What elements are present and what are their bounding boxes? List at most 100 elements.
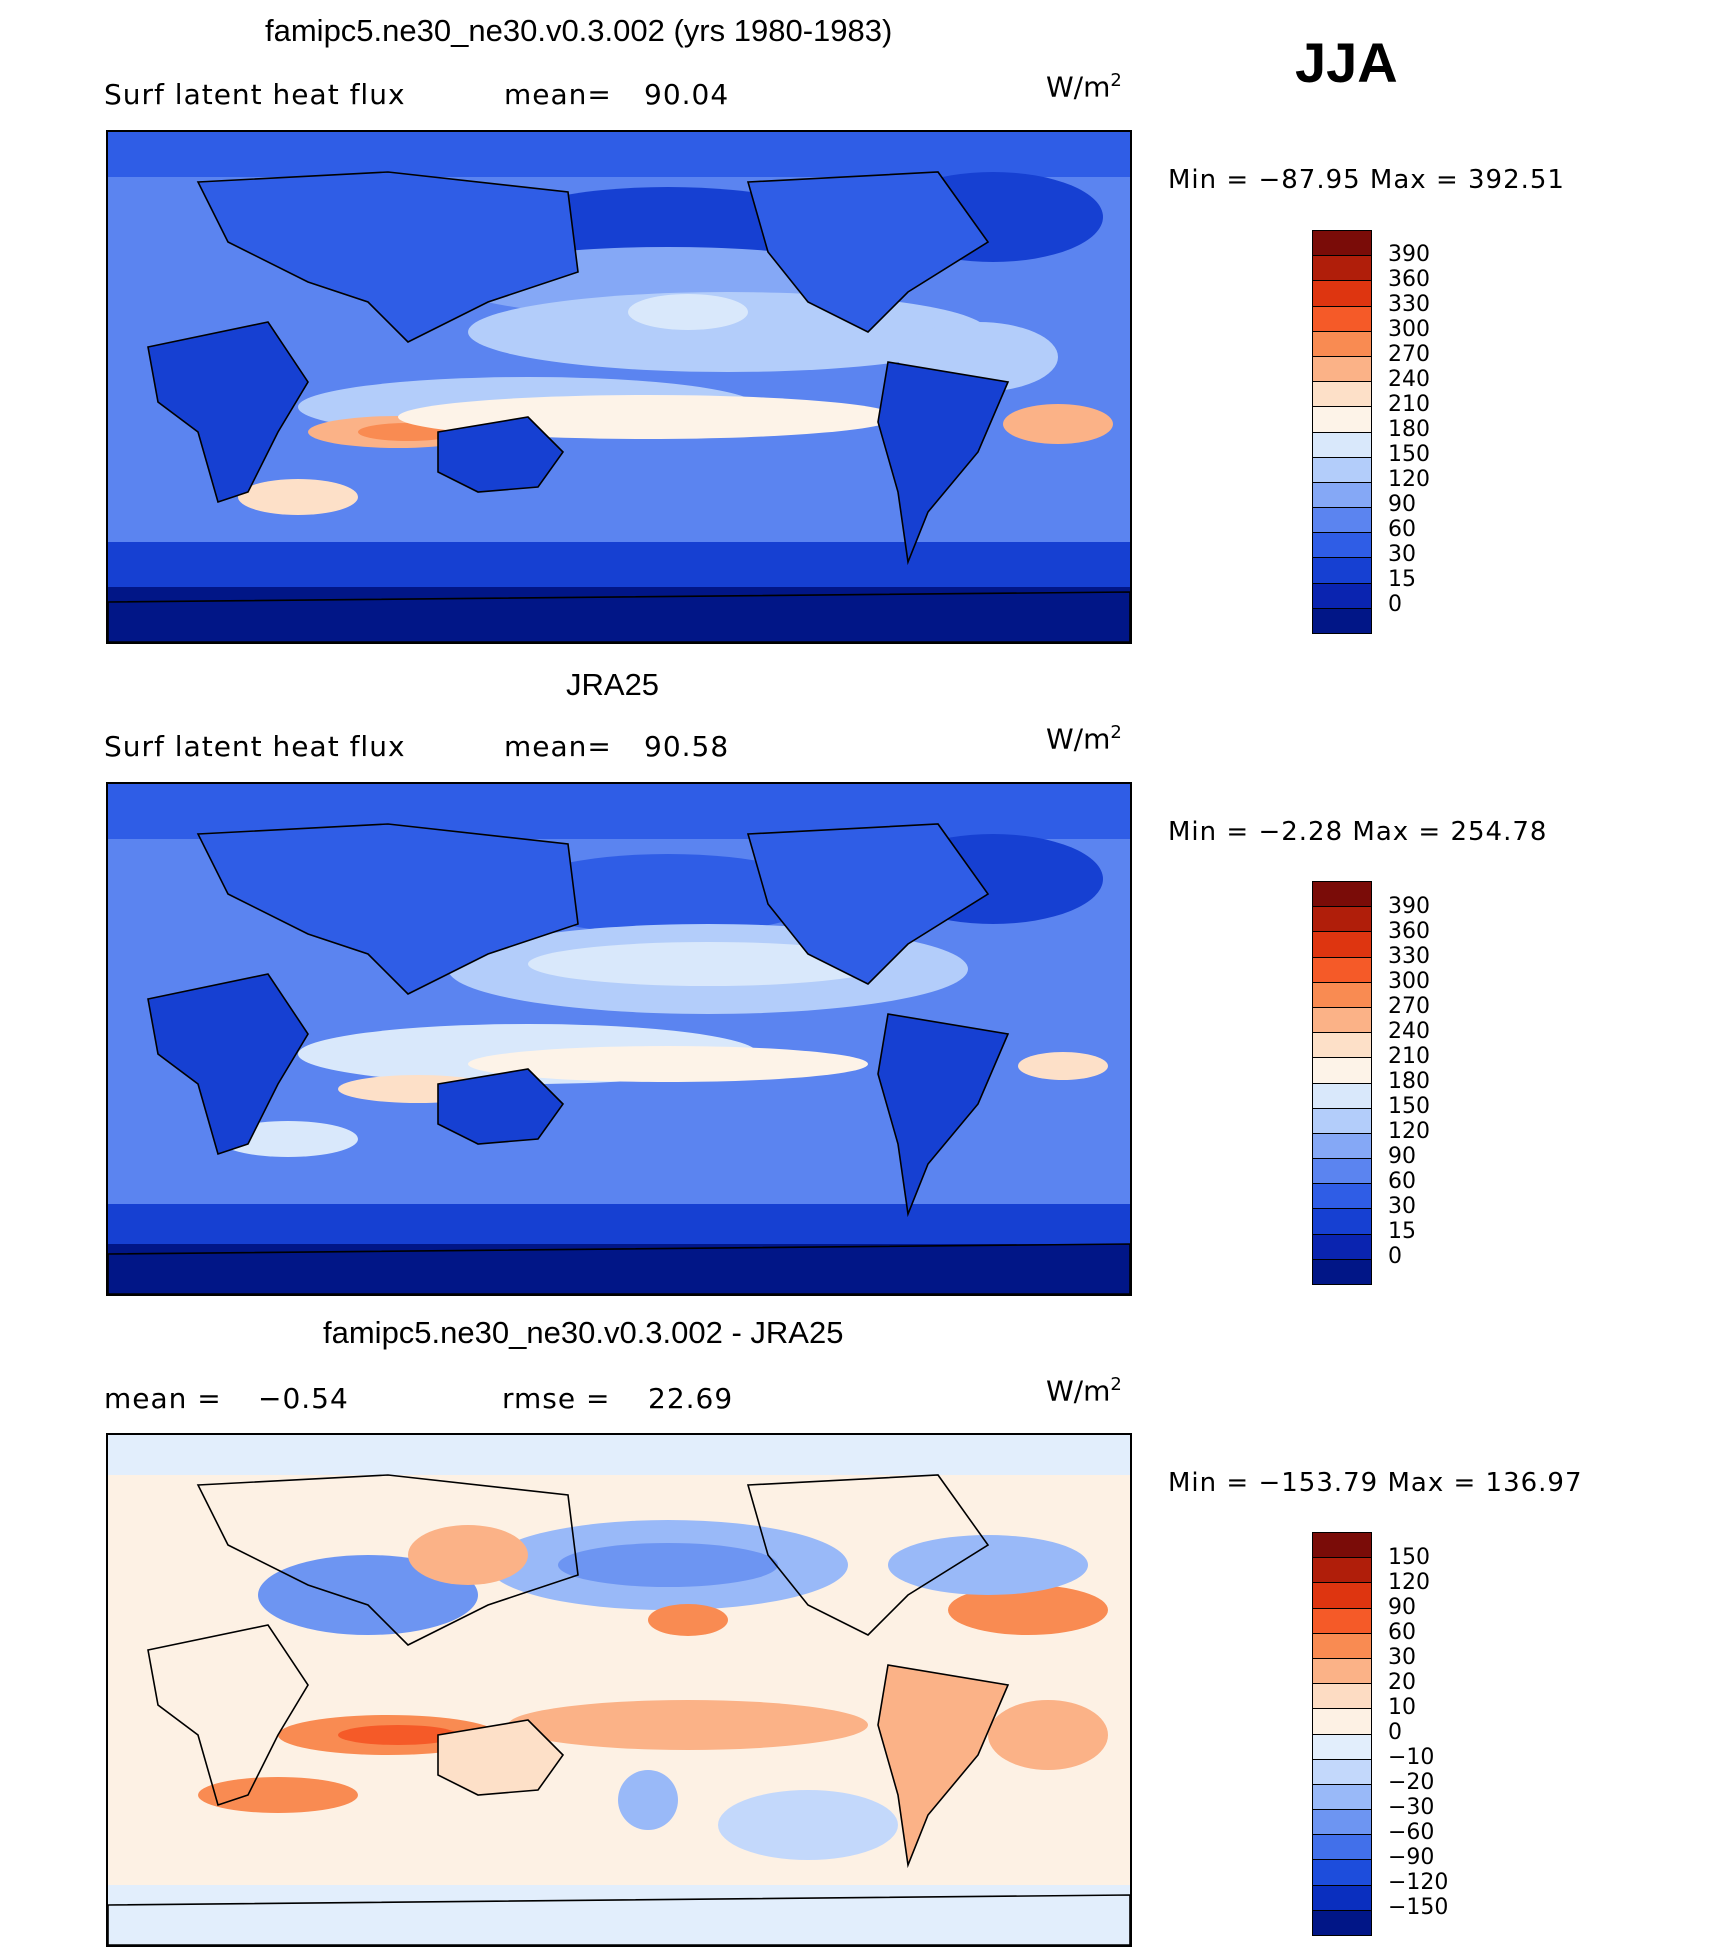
colorbar-label: 30 (1388, 1194, 1416, 1219)
colorbar-swatch (1313, 982, 1371, 1008)
colorbar-swatch (1313, 508, 1371, 534)
colorbar-label: 330 (1388, 292, 1430, 317)
colorbar-swatch (1313, 1083, 1371, 1109)
colorbar-label: 90 (1388, 1595, 1416, 1620)
colorbar-swatch (1313, 457, 1371, 483)
colorbar-swatch (1313, 432, 1371, 458)
panel-3-colorbar-labels: 150 120 90 60 30 20 10 0 −10 −20 −30 −60… (1388, 1545, 1448, 1920)
colorbar-swatch (1313, 1835, 1371, 1861)
colorbar-swatch (1313, 281, 1371, 307)
colorbar-label: 60 (1388, 1169, 1416, 1194)
panel-3-rmse-label: rmse = (502, 1382, 611, 1415)
colorbar-swatch (1313, 957, 1371, 983)
colorbar-swatch (1313, 882, 1371, 908)
colorbar-label: −60 (1388, 1820, 1435, 1845)
panel-3-mean-value: −0.54 (258, 1382, 349, 1415)
colorbar-swatch (1313, 1608, 1371, 1634)
colorbar-swatch (1313, 1234, 1371, 1260)
colorbar-label: 210 (1388, 392, 1430, 417)
colorbar-label: 60 (1388, 1620, 1416, 1645)
colorbar-swatch (1313, 1007, 1371, 1034)
colorbar-label: 10 (1388, 1695, 1416, 1720)
panel-3-units: W/m2 (1046, 1374, 1122, 1408)
colorbar-label: −120 (1388, 1870, 1449, 1895)
colorbar-label: 240 (1388, 367, 1430, 392)
colorbar-label: 300 (1388, 969, 1430, 994)
colorbar-label: 180 (1388, 417, 1430, 442)
colorbar-swatch (1313, 1558, 1371, 1584)
colorbar-label: 90 (1388, 1144, 1416, 1169)
colorbar-label: 120 (1388, 1570, 1430, 1595)
colorbar-label: 150 (1388, 1545, 1430, 1570)
panel-1-colorbar-labels: 390 360 330 300 270 240 210 180 150 120 … (1388, 242, 1430, 617)
colorbar-swatch (1313, 608, 1371, 633)
panel-1-colorbar (1312, 230, 1372, 634)
colorbar-label: −150 (1388, 1895, 1449, 1920)
colorbar-label: 270 (1388, 994, 1430, 1019)
colorbar-label: 15 (1388, 1219, 1416, 1244)
panel-3-minmax: Min = −153.79 Max = 136.97 (1168, 1468, 1583, 1498)
panel-1-units: W/m2 (1046, 70, 1122, 104)
panel-3-title: famipc5.ne30_ne30.v0.3.002 - JRA25 (323, 1315, 844, 1350)
colorbar-swatch (1313, 356, 1371, 383)
panel-2-minmax: Min = −2.28 Max = 254.78 (1168, 817, 1548, 847)
colorbar-label: 360 (1388, 267, 1430, 292)
colorbar-swatch (1313, 907, 1371, 933)
panel-2-colorbar (1312, 881, 1372, 1285)
colorbar-swatch (1313, 331, 1371, 357)
colorbar-swatch (1313, 1658, 1371, 1685)
colorbar-swatch (1313, 407, 1371, 433)
colorbar-label: 330 (1388, 944, 1430, 969)
panel-1-mean-value: 90.04 (644, 78, 730, 111)
colorbar-label: 150 (1388, 442, 1430, 467)
colorbar-label: 390 (1388, 894, 1430, 919)
panel-3-colorbar (1312, 1532, 1372, 1936)
colorbar-label: 0 (1388, 1244, 1402, 1269)
colorbar-swatch (1313, 231, 1371, 257)
colorbar-label: 390 (1388, 242, 1430, 267)
colorbar-label: 60 (1388, 517, 1416, 542)
colorbar-label: −90 (1388, 1845, 1435, 1870)
colorbar-label: 120 (1388, 1119, 1430, 1144)
panel-1-variable: Surf latent heat flux (104, 78, 406, 111)
colorbar-swatch (1313, 1759, 1371, 1785)
panel-1-map (106, 130, 1132, 644)
panel-1-title: famipc5.ne30_ne30.v0.3.002 (yrs 1980-198… (265, 13, 893, 48)
colorbar-swatch (1313, 1810, 1371, 1836)
colorbar-swatch (1313, 482, 1371, 509)
colorbar-swatch (1313, 1583, 1371, 1609)
colorbar-label: −20 (1388, 1770, 1435, 1795)
colorbar-label: 240 (1388, 1019, 1430, 1044)
colorbar-swatch (1313, 1184, 1371, 1210)
colorbar-swatch (1313, 382, 1371, 408)
colorbar-label: 210 (1388, 1044, 1430, 1069)
colorbar-swatch (1313, 1784, 1371, 1811)
colorbar-label: 0 (1388, 1720, 1402, 1745)
colorbar-swatch (1313, 1058, 1371, 1084)
colorbar-label: −30 (1388, 1795, 1435, 1820)
panel-1-minmax: Min = −87.95 Max = 392.51 (1168, 165, 1565, 195)
colorbar-label: 360 (1388, 919, 1430, 944)
colorbar-swatch (1313, 1684, 1371, 1710)
colorbar-label: 270 (1388, 342, 1430, 367)
panel-2-mean-label: mean= (504, 730, 612, 763)
colorbar-label: 150 (1388, 1094, 1430, 1119)
panel-2-variable: Surf latent heat flux (104, 730, 406, 763)
colorbar-swatch (1313, 1860, 1371, 1886)
panel-3-map (106, 1433, 1132, 1947)
colorbar-swatch (1313, 1633, 1371, 1659)
colorbar-swatch (1313, 1033, 1371, 1059)
colorbar-swatch (1313, 1885, 1371, 1911)
colorbar-label: 180 (1388, 1069, 1430, 1094)
colorbar-label: 15 (1388, 567, 1416, 592)
colorbar-label: 0 (1388, 592, 1402, 617)
colorbar-label: 30 (1388, 1645, 1416, 1670)
season-label: JJA (1295, 31, 1398, 94)
panel-2-units: W/m2 (1046, 722, 1122, 756)
colorbar-swatch (1313, 1209, 1371, 1235)
colorbar-swatch (1313, 932, 1371, 958)
panel-3-rmse-value: 22.69 (648, 1382, 734, 1415)
colorbar-swatch (1313, 1734, 1371, 1760)
colorbar-swatch (1313, 306, 1371, 332)
colorbar-swatch (1313, 533, 1371, 559)
